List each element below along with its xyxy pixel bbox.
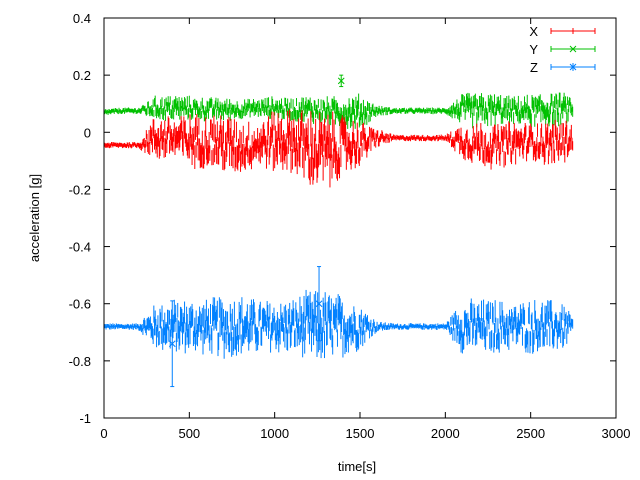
marker <box>337 77 345 85</box>
y-tick-label: 0.2 <box>73 68 91 83</box>
x-tick-label: 2000 <box>431 426 460 441</box>
y-tick-label: -0.8 <box>69 354 91 369</box>
legend-sample-X <box>550 28 596 34</box>
x-tick-label: 1500 <box>346 426 375 441</box>
marker <box>315 300 323 308</box>
legend-sample-Y <box>550 45 596 53</box>
series-Z <box>103 289 574 359</box>
legend-label: Z <box>530 60 538 75</box>
y-tick-label: -1 <box>79 411 91 426</box>
x-tick-label: 1000 <box>260 426 289 441</box>
legend: XYZ <box>529 24 596 75</box>
y-tick-label: -0.6 <box>69 297 91 312</box>
plot-frame <box>103 17 617 419</box>
x-tick-label: 2500 <box>516 426 545 441</box>
data-marks <box>103 74 574 388</box>
y-tick-label: 0 <box>84 125 91 140</box>
legend-marker <box>569 45 577 53</box>
y-tick-label: -0.4 <box>69 240 91 255</box>
marker <box>168 340 176 348</box>
x-tick-label: 0 <box>100 426 107 441</box>
legend-sample-Z <box>550 63 596 71</box>
legend-label: X <box>529 24 538 39</box>
x-tick-label: 500 <box>178 426 200 441</box>
y-axis-label: acceleration [g] <box>27 174 42 262</box>
y-tick-label: -0.2 <box>69 182 91 197</box>
x-tick-label: 3000 <box>602 426 631 441</box>
y-tick-label: 0.4 <box>73 11 91 26</box>
outlier-point <box>168 300 176 388</box>
outlier-point <box>337 74 345 88</box>
series-X <box>103 109 574 188</box>
series-Y <box>103 92 574 129</box>
legend-label: Y <box>529 42 538 57</box>
x-axis-label: time[s] <box>338 459 376 474</box>
outlier-point <box>315 266 323 342</box>
